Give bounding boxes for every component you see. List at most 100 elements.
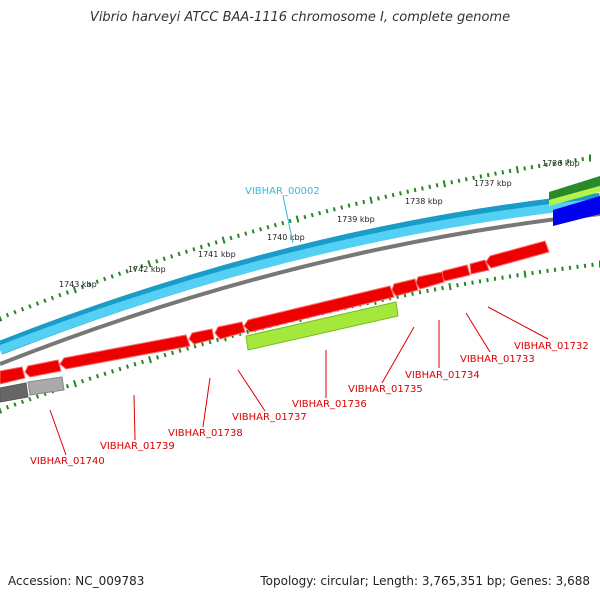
tick-label-1739: 1739 kbp — [337, 215, 375, 224]
outer-tick-ring — [0, 154, 591, 322]
rna-label[interactable]: VIBHAR_00002 — [245, 186, 320, 197]
topology-text: Topology: circular; Length: 3,765,351 bp… — [260, 574, 590, 588]
outer-tick-2 — [13, 309, 17, 315]
outer-tick-21 — [155, 259, 159, 264]
outer-tick-16 — [117, 271, 122, 277]
outer-tick-41 — [303, 214, 307, 220]
gene-label-01736[interactable]: VIBHAR_01736 — [292, 399, 367, 410]
inner-tick-65 — [486, 277, 489, 283]
gene-left-edge[interactable] — [0, 366, 26, 385]
outer-tick-51 — [377, 196, 380, 201]
outer-tick-30 — [221, 236, 226, 244]
inner-tick-15 — [110, 369, 115, 374]
outer-tick-3 — [20, 307, 25, 312]
outer-tick-54 — [399, 191, 402, 196]
outer-tick-26 — [192, 247, 196, 252]
outer-tick-67 — [494, 171, 497, 176]
outer-tick-58 — [428, 184, 432, 190]
outer-tick-10 — [72, 286, 77, 294]
outer-tick-72 — [530, 165, 534, 170]
outer-tick-70 — [515, 166, 519, 174]
tick-label-1741: 1741 kbp — [198, 250, 236, 259]
light-green-feature-top[interactable] — [549, 186, 600, 206]
gene-VIBHAR_01739[interactable] — [59, 334, 191, 370]
inner-tick-57 — [426, 288, 429, 294]
outer-tick-45 — [332, 207, 336, 212]
outer-tick-66 — [486, 172, 490, 178]
gene-label-01739[interactable]: VIBHAR_01739 — [100, 441, 175, 452]
outer-tick-61 — [450, 180, 454, 185]
outer-tick-19 — [140, 263, 144, 269]
outer-tick-20 — [147, 260, 152, 268]
gene-label-01733[interactable]: VIBHAR_01733 — [460, 354, 535, 365]
inner-tick-64 — [478, 279, 482, 284]
outer-tick-52 — [384, 194, 388, 199]
inner-tick-70 — [523, 270, 527, 278]
outer-tick-53 — [391, 192, 395, 198]
gene-VIBHAR_01736[interactable] — [391, 278, 419, 297]
gene-VIBHAR_01738b[interactable] — [188, 328, 215, 345]
inner-tick-56 — [418, 290, 422, 295]
inner-tick-33 — [246, 329, 249, 335]
outer-tick-8 — [58, 292, 62, 298]
outer-tick-17 — [125, 269, 129, 274]
green-feature[interactable] — [245, 301, 399, 351]
blue-feature[interactable] — [553, 196, 600, 226]
rna-track[interactable] — [0, 198, 600, 355]
gene-VIBHAR_01737[interactable] — [243, 285, 395, 333]
inner-tick-74 — [553, 267, 557, 272]
gene-VIBHAR_01732[interactable] — [485, 240, 550, 269]
inner-tick-68 — [508, 274, 512, 279]
inner-tick-11 — [80, 378, 85, 384]
outer-tick-49 — [362, 199, 366, 205]
gene-label-leaders — [49, 306, 549, 456]
outer-tick-24 — [177, 251, 181, 257]
outer-tick-44 — [325, 209, 329, 214]
inner-tick-14 — [103, 371, 107, 377]
outer-tick-14 — [103, 276, 107, 282]
gray-feature-dark[interactable] — [0, 382, 29, 403]
dark-green-feature[interactable] — [549, 176, 600, 200]
inner-tick-19 — [140, 359, 145, 365]
gene-VIBHAR_01738[interactable] — [214, 321, 246, 340]
inner-tick-23 — [170, 350, 175, 356]
outer-tick-28 — [207, 242, 211, 247]
inner-tick-16 — [118, 366, 122, 372]
gene-track — [0, 240, 550, 385]
outer-tick-35 — [259, 227, 263, 232]
tick-label-1742: 1742 kbp — [128, 265, 166, 274]
outer-tick-12 — [88, 282, 92, 287]
outer-tick-74 — [545, 162, 548, 167]
gene-VIBHAR_01740[interactable] — [24, 359, 62, 378]
inner-tick-77 — [576, 264, 579, 269]
tick-label-1738: 1738 kbp — [405, 197, 443, 206]
inner-tick-18 — [133, 362, 137, 367]
gene-label-01738[interactable]: VIBHAR_01738 — [168, 428, 243, 439]
tick-label-1740: 1740 kbp — [267, 233, 305, 242]
outer-tick-1 — [5, 312, 10, 318]
outer-tick-4 — [28, 304, 32, 309]
gray-feature-light[interactable] — [27, 376, 65, 396]
gray-track — [0, 212, 600, 366]
outer-tick-79 — [581, 156, 584, 162]
gene-VIBHAR_01733[interactable] — [469, 259, 490, 275]
outer-tick-36 — [266, 225, 270, 230]
gene-label-01737[interactable]: VIBHAR_01737 — [232, 412, 307, 423]
inner-tick-71 — [531, 270, 534, 276]
gene-label-01734[interactable]: VIBHAR_01734 — [405, 370, 480, 381]
gene-VIBHAR_01735[interactable] — [415, 271, 445, 290]
outer-tick-77 — [566, 159, 570, 164]
gene-label-01735[interactable]: VIBHAR_01735 — [348, 384, 423, 395]
gene-label-01732[interactable]: VIBHAR_01732 — [514, 341, 589, 352]
gene-label-01740[interactable]: VIBHAR_01740 — [30, 456, 105, 467]
inner-tick-0 — [0, 407, 3, 414]
outer-tick-5 — [35, 301, 40, 306]
outer-tick-56 — [413, 187, 417, 193]
inner-tick-67 — [501, 275, 504, 280]
outer-tick-15 — [110, 274, 114, 279]
gene-VIBHAR_01734[interactable] — [440, 264, 471, 282]
tick-label-1737: 1737 kbp — [474, 179, 512, 188]
inner-tick-26 — [193, 344, 197, 349]
inner-tick-5 — [35, 394, 40, 399]
